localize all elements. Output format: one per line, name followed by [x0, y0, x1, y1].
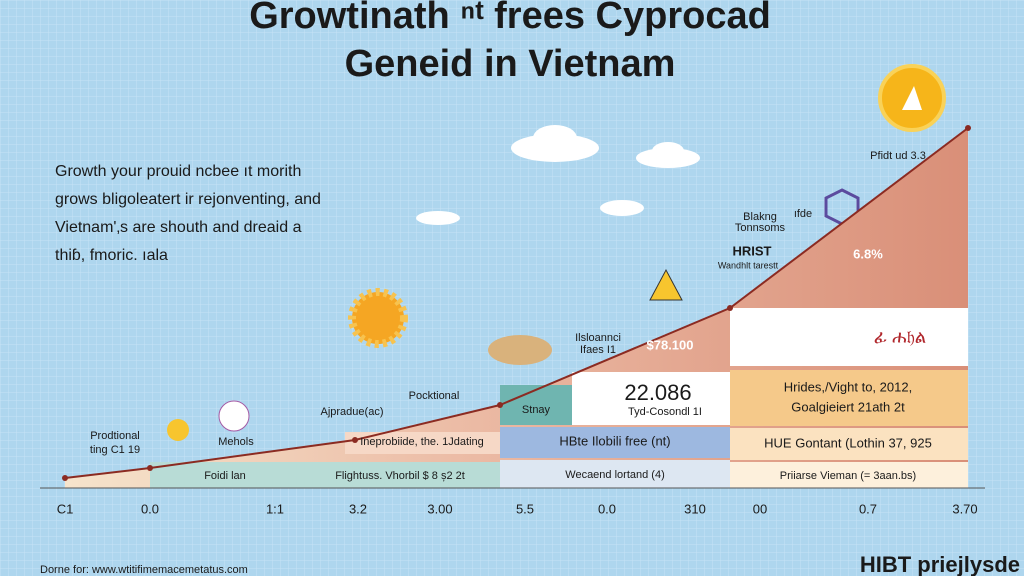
- note: ting C1 19: [90, 444, 140, 456]
- note: Ilsloannci: [575, 332, 621, 344]
- block: [730, 370, 968, 426]
- big-value: 22.086: [624, 380, 691, 405]
- block: [730, 428, 968, 460]
- intro-line: grows bligoleatert ir rejonventing, and: [55, 191, 321, 208]
- note: Prodtional: [90, 430, 140, 442]
- note: Mehols: [218, 436, 254, 448]
- cell: Goalgieiert 21ath 2t: [791, 399, 905, 414]
- title: Geneid in Vietnam: [345, 43, 676, 85]
- intro-line: Growth your prouid ncbee ıt morith: [55, 163, 301, 180]
- cell: Wecaend lortand (4): [565, 469, 664, 481]
- source: Dorne for: www.wtitifimemacemetatus.com: [40, 564, 248, 576]
- note: Tonnsoms: [735, 222, 786, 234]
- axis-labels: C1 0.0 1:1 3.2 3.00 5.5 0.0 310 00 0.7 3.70: [57, 501, 978, 516]
- percent: 6.8%: [853, 246, 883, 261]
- block: [500, 460, 730, 488]
- cell: Ineprobiide, the. 1Jdating: [360, 436, 484, 448]
- coin-mark: [902, 86, 922, 110]
- axis-label: 00: [753, 501, 767, 516]
- block: [572, 372, 730, 425]
- blocks: [150, 308, 968, 488]
- bulb: [167, 419, 189, 441]
- cell: Flightuss. Vhorbil $ 8 ș2 2t: [335, 470, 465, 482]
- note: Ifaes I1: [580, 344, 616, 356]
- cell: HBte Ilobili free (nt): [559, 433, 670, 448]
- note: Pocktional: [409, 390, 460, 402]
- block: [730, 308, 968, 366]
- block: [500, 385, 572, 425]
- cell: HUE Gontant (Lothin 37, 925: [764, 435, 932, 450]
- trend-line: [64, 127, 969, 479]
- axis-label: 0.7: [859, 501, 877, 516]
- axis-label: 0.0: [598, 501, 616, 516]
- warning: [649, 268, 683, 301]
- axis-label: 3.70: [952, 501, 977, 516]
- note: Tyd-Cosondl 1I: [628, 406, 702, 418]
- cell: Foidi lan: [204, 470, 246, 482]
- axis-label: 5.5: [516, 501, 534, 516]
- axis-label: 3.00: [427, 501, 452, 516]
- note: Ajpradue(ac): [321, 406, 384, 418]
- note: Wandhlt tarestt: [718, 260, 779, 270]
- price: $78.100: [647, 337, 694, 352]
- note: HRIST: [733, 243, 772, 258]
- axis-label: 1:1: [266, 501, 284, 516]
- sun: [348, 288, 408, 348]
- points: [62, 125, 971, 481]
- block: [345, 432, 500, 454]
- title: Growtinath ⁿᵗ frees Cyprocad: [249, 0, 771, 37]
- brand: HIBT priejlysde: [860, 552, 1020, 576]
- note: Stnay: [522, 404, 551, 416]
- block: [150, 462, 500, 488]
- intro-line: Vietnam'‚s are shouth and dreaid a: [55, 219, 302, 236]
- cell: Hrides,/Vight to, 2012,: [784, 379, 912, 394]
- camel: [488, 335, 552, 365]
- axis-label: 0.0: [141, 501, 159, 516]
- note: Pfidt ud 3.3: [870, 150, 926, 162]
- block: [500, 427, 730, 458]
- icon-text: ፊ ሐ𝔥ል: [874, 327, 926, 347]
- axis-label: C1: [57, 501, 74, 516]
- axis-label: 3.2: [349, 501, 367, 516]
- clouds: [416, 125, 700, 225]
- note: Blakng: [743, 211, 777, 223]
- block: [730, 462, 968, 488]
- cell: Priiarse Vieman (= 3aan.bs): [780, 470, 916, 482]
- axis-label: 310: [684, 501, 706, 516]
- note: ıfde: [794, 208, 812, 220]
- dollar-icon: [218, 400, 250, 432]
- intro-line: thiɓ, fmoric. ıala: [55, 247, 168, 264]
- intro: Growth your prouid ncbee ıt morith grows…: [55, 163, 321, 264]
